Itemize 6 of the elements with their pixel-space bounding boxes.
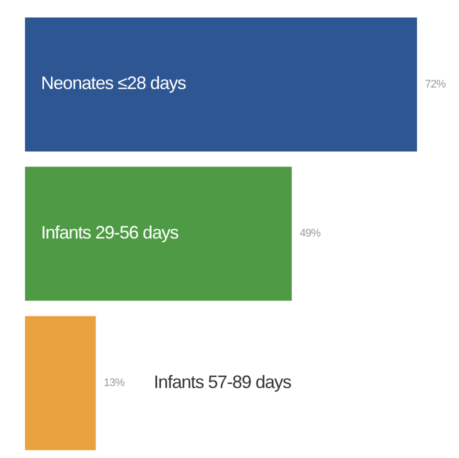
data-label: 13% <box>104 377 126 390</box>
data-label: 49% <box>300 228 322 240</box>
data-label: 72% <box>425 78 446 90</box>
y-tick-label: Infants 57-89 days <box>154 372 292 392</box>
y-tick-label: Neonates ≤28 days <box>41 73 186 94</box>
y-tick-label: Infants 29-56 days <box>41 222 179 243</box>
